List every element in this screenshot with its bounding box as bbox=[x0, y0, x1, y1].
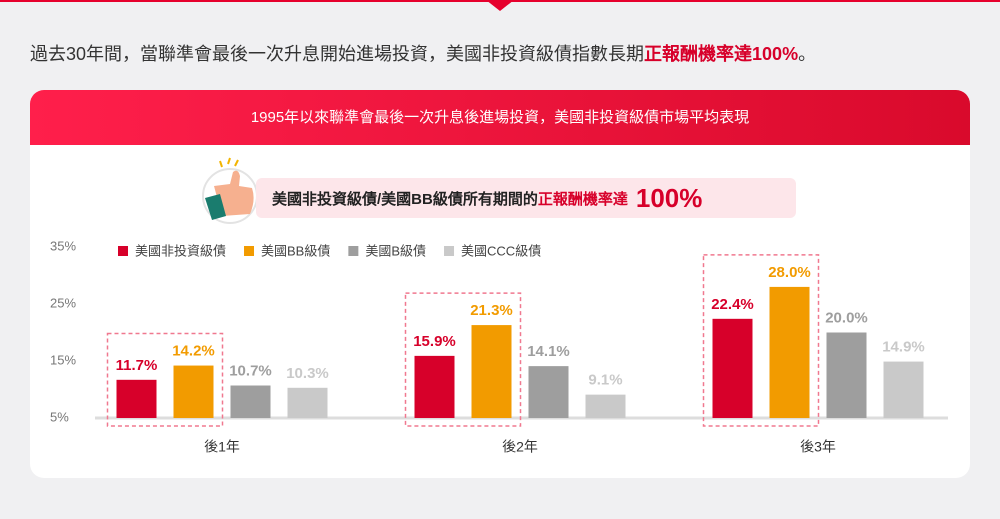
legend-swatch bbox=[348, 246, 359, 256]
bar bbox=[471, 325, 512, 418]
x-tick-label: 後1年 bbox=[204, 439, 240, 455]
legend-swatch bbox=[118, 246, 128, 256]
bar bbox=[116, 379, 157, 418]
value-label: 20.0% bbox=[825, 309, 868, 326]
banner-big: 100% bbox=[636, 183, 703, 213]
bar bbox=[287, 387, 328, 418]
legend-swatch bbox=[444, 246, 455, 256]
card-header bbox=[30, 90, 970, 145]
value-label: 10.7% bbox=[229, 362, 272, 379]
headline-suffix: 。 bbox=[798, 44, 816, 64]
card-body bbox=[30, 90, 970, 478]
bar bbox=[883, 361, 924, 418]
highlight-box bbox=[702, 254, 820, 427]
y-tick-label: 25% bbox=[50, 295, 76, 310]
headline-text: 過去30年間，當聯準會最後一次升息開始進場投資，美國非投資級債指數長期 bbox=[30, 44, 644, 64]
highlight-box bbox=[404, 292, 522, 427]
highlight-box bbox=[106, 332, 224, 427]
legend-label: 美國非投資級債 bbox=[135, 243, 226, 258]
banner-highlight: 正報酬機率達 bbox=[538, 190, 628, 208]
value-label: 28.0% bbox=[768, 264, 811, 281]
value-label: 11.7% bbox=[116, 357, 158, 374]
banner-text: 美國非投資級債/美國BB級債所有期間的 bbox=[272, 190, 538, 208]
bar bbox=[769, 286, 810, 418]
headline-highlight: 正報酬機率達100% bbox=[644, 43, 798, 64]
value-label: 22.4% bbox=[711, 296, 754, 313]
value-label: 14.9% bbox=[882, 339, 925, 356]
banner: 美國非投資級債/美國BB級債所有期間的正報酬機率達 100% bbox=[272, 183, 702, 213]
bar bbox=[585, 394, 626, 418]
x-tick-label: 後2年 bbox=[502, 439, 538, 455]
legend-label: 美國B級債 bbox=[365, 243, 426, 258]
value-label: 21.3% bbox=[470, 302, 513, 319]
x-tick-label: 後3年 bbox=[800, 439, 836, 455]
bar bbox=[173, 365, 214, 418]
value-label: 15.9% bbox=[413, 333, 456, 350]
headline: 過去30年間，當聯準會最後一次升息開始進場投資，美國非投資級債指數長期正報酬機率… bbox=[30, 43, 816, 64]
y-tick-label: 5% bbox=[50, 409, 69, 424]
legend-label: 美國CCC級債 bbox=[461, 243, 541, 258]
value-label: 14.1% bbox=[527, 343, 570, 360]
bar bbox=[528, 366, 569, 418]
value-label: 14.2% bbox=[172, 343, 215, 360]
card-title: 1995年以來聯準會最後一次升息後進場投資，美國非投資級債市場平均表現 bbox=[251, 109, 749, 126]
legend-label: 美國BB級債 bbox=[261, 243, 330, 258]
bar bbox=[230, 385, 271, 418]
bar bbox=[826, 332, 867, 418]
value-label: 10.3% bbox=[286, 365, 329, 382]
y-tick-label: 15% bbox=[50, 352, 76, 367]
thumb-icon bbox=[202, 157, 258, 224]
top-notch bbox=[486, 0, 514, 11]
bar bbox=[712, 318, 753, 418]
value-label: 9.1% bbox=[588, 372, 622, 389]
y-tick-label: 35% bbox=[50, 238, 76, 253]
bar bbox=[414, 355, 455, 418]
legend-swatch bbox=[244, 246, 255, 256]
card bbox=[30, 90, 970, 478]
banner-box bbox=[256, 178, 796, 218]
